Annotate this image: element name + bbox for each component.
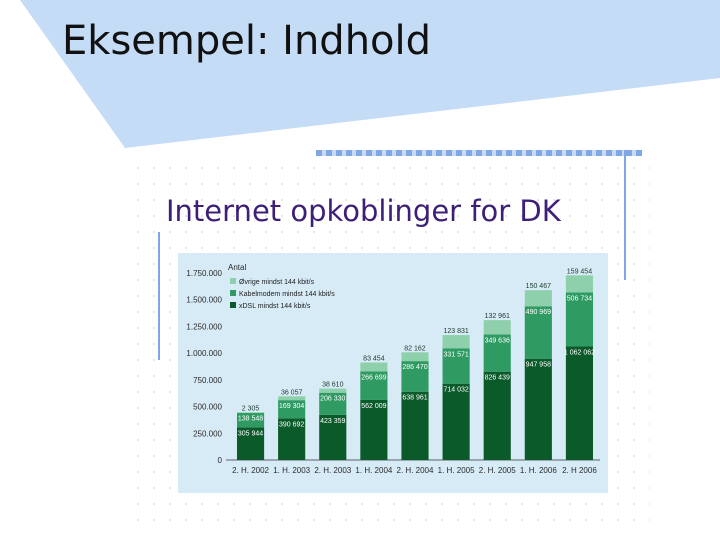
data-label: 2 305 [242, 405, 260, 412]
data-label: 947 958 [526, 362, 551, 369]
data-label: 305 944 [238, 430, 263, 437]
bar-segment [236, 412, 265, 414]
data-label: 331 571 [443, 351, 468, 358]
legend-entry: Kabelmodem mindst 144 kbit/s [239, 291, 335, 298]
bar-segment [442, 348, 470, 384]
bar-segment [483, 320, 511, 335]
y-tick-label: 1.250.000 [186, 322, 222, 331]
bar-segment [442, 383, 470, 460]
data-label: 490 969 [526, 309, 551, 316]
bar-segment [524, 290, 552, 307]
y-tick-label: 500.000 [193, 403, 222, 412]
data-label: 1 062 062 [564, 350, 595, 357]
bar-segment [442, 335, 470, 349]
slide-title: Eksempel: Indhold [62, 18, 432, 64]
x-tick-label: 2. H. 2003 [314, 466, 351, 475]
x-tick-label: 1. H. 2003 [273, 466, 310, 475]
decorative-vertical-line [624, 150, 626, 280]
bar-segment [524, 358, 552, 460]
data-label: 562 009 [361, 403, 386, 410]
bar-segment [401, 391, 429, 460]
data-label: 286 470 [402, 364, 427, 371]
bar-segment [236, 412, 265, 428]
data-label: 169 304 [279, 403, 304, 410]
x-tick-label: 1. H. 2006 [520, 466, 557, 475]
data-label: 349 636 [485, 337, 510, 344]
bar-segment [565, 346, 594, 460]
bar-segment [319, 388, 347, 393]
bar-segment [360, 371, 388, 400]
data-label: 506 734 [567, 295, 592, 302]
data-label: 138 548 [238, 416, 263, 423]
data-label: 826 439 [485, 375, 510, 382]
bar-segment [401, 361, 429, 392]
stacked-bar-chart: Antal 0 250.000 500.000 750.000 1.000.000 1.25… [186, 263, 600, 475]
bar-segment [360, 362, 388, 372]
decorative-vertical-line-left [158, 232, 160, 360]
bar-segment [319, 392, 347, 415]
decorative-dashed-bar [316, 150, 642, 156]
data-label: 82 162 [404, 345, 426, 352]
y-tick-label: 1.500.000 [186, 296, 222, 305]
data-label: 83 454 [363, 356, 385, 363]
bar-segment [483, 371, 511, 460]
chart-heading: Internet opkoblinger for DK [166, 194, 561, 228]
y-tick-label: 1.000.000 [186, 349, 222, 358]
legend-swatch [230, 290, 236, 296]
y-tick-label: 0 [218, 456, 223, 465]
data-label: 38 610 [322, 382, 344, 389]
data-label: 266 699 [361, 374, 386, 381]
bar-segment [236, 427, 265, 460]
x-tick-label: 2. H. 2002 [232, 466, 269, 475]
legend-swatch [230, 278, 236, 284]
y-tick-label: 250.000 [193, 429, 222, 438]
x-tick-label: 2. H 2006 [562, 466, 597, 475]
data-label: 150 467 [526, 283, 551, 290]
data-label: 132 961 [485, 313, 510, 320]
data-label: 36 057 [281, 389, 303, 396]
bar-segment [278, 418, 306, 460]
bar-segment [401, 352, 429, 362]
bar-segment [278, 396, 306, 401]
data-label: 159 454 [567, 268, 592, 275]
bar-segment [278, 400, 306, 419]
data-label: 423 359 [320, 418, 345, 425]
x-tick-label: 2. H. 2004 [397, 466, 434, 475]
legend-entry: Øvrige mindst 144 kbit/s [239, 279, 315, 286]
bar-segment [360, 399, 388, 460]
bar-segment [524, 306, 552, 359]
y-tick-label: 750.000 [193, 376, 222, 385]
bar-segment [565, 275, 594, 293]
data-label: 206 330 [320, 396, 345, 403]
data-label: 638 961 [402, 395, 427, 402]
x-tick-label: 1. H. 2005 [438, 466, 475, 475]
bar-segment [319, 414, 347, 460]
legend-entry: xDSL mindst 144 kbit/s [239, 303, 311, 310]
title-banner [20, 0, 720, 148]
x-tick-label: 1. H. 2004 [355, 466, 392, 475]
data-label: 714 032 [443, 387, 468, 394]
y-axis-label: Antal [228, 263, 246, 272]
bar-segment [565, 292, 594, 347]
bar-segment [483, 334, 511, 372]
data-label: 390 692 [279, 421, 304, 428]
x-tick-label: 2. H. 2005 [479, 466, 516, 475]
data-label: 123 831 [443, 328, 468, 335]
y-tick-label: 1.750.000 [186, 269, 222, 278]
legend-swatch [230, 302, 236, 308]
